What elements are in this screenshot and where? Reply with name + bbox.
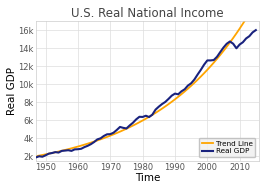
Trend Line [63, 149, 66, 151]
Real GDP [76, 148, 80, 150]
Trend Line [76, 145, 80, 148]
Trend Line [109, 135, 112, 137]
Line: Trend Line: Trend Line [36, 2, 256, 156]
Trend Line [254, 1, 257, 3]
Real GDP [109, 133, 112, 135]
Real GDP [63, 150, 66, 152]
Legend: Trend Line, Real GDP: Trend Line, Real GDP [199, 138, 255, 157]
X-axis label: Time: Time [135, 173, 160, 183]
Real GDP [254, 29, 257, 31]
Trend Line [160, 108, 164, 110]
Real GDP [34, 156, 38, 158]
Title: U.S. Real National Income: U.S. Real National Income [71, 7, 224, 20]
Y-axis label: Real GDP: Real GDP [7, 67, 17, 115]
Real GDP [105, 133, 109, 135]
Real GDP [160, 103, 164, 105]
Trend Line [34, 155, 38, 157]
Trend Line [51, 152, 54, 154]
Line: Real GDP: Real GDP [36, 30, 256, 157]
Trend Line [105, 136, 109, 138]
Real GDP [51, 152, 54, 154]
